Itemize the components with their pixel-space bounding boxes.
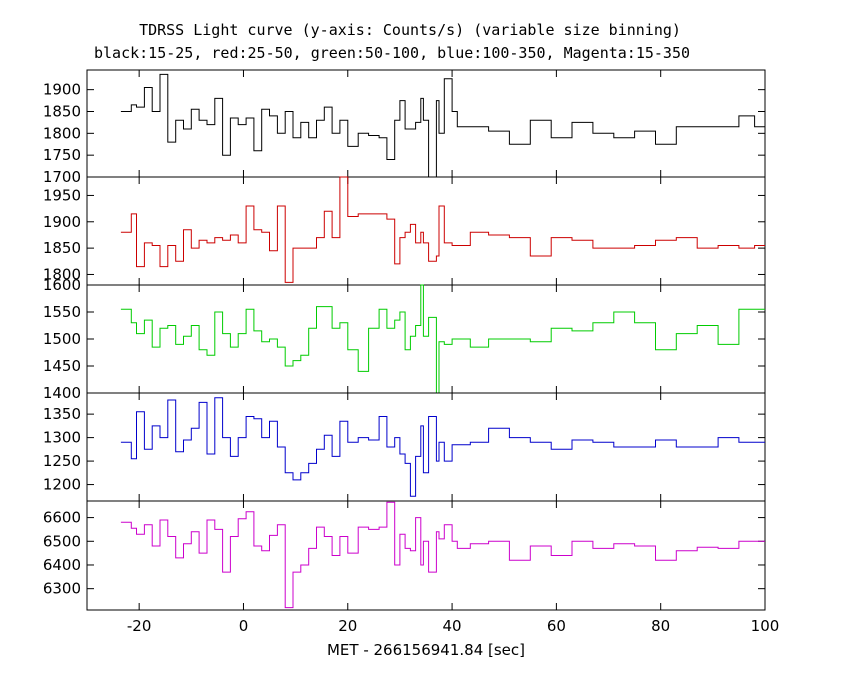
chart-title: TDRSS Light curve (y-axis: Counts/s) (va… — [139, 21, 681, 39]
x-tick-label: 0 — [239, 617, 249, 635]
panel-red: 1800 1850 1900 1950 — [43, 176, 766, 286]
x-tick-label: 20 — [338, 617, 357, 635]
panel-frame-black — [86, 69, 766, 178]
y-tick-label-red: 1950 — [43, 186, 81, 204]
panel-blue: 1200 1250 1300 1350 — [43, 392, 766, 502]
x-axis-label: MET - 266156941.84 [sec] — [327, 641, 525, 659]
y-tick-label-green: 1550 — [43, 303, 81, 321]
y-tick-label-blue: 1200 — [43, 476, 81, 494]
y-tick-label-green: 1600 — [43, 276, 81, 294]
panel-frame-red — [86, 176, 766, 286]
series-line-blue — [120, 397, 765, 497]
chart-subtitle: black:15-25, red:25-50, green:50-100, bl… — [94, 44, 690, 62]
y-tick-label-green: 1500 — [43, 330, 81, 348]
series-line-green — [120, 284, 765, 394]
series-line-black — [120, 73, 765, 178]
y-tick-label-red: 1800 — [43, 265, 81, 283]
y-tick-label-red: 1900 — [43, 213, 81, 231]
y-tick-label-green: 1400 — [43, 384, 81, 402]
chart-panels: 1700 1750 1800 1850 1900 1800 1850 1900 1950 1400… — [43, 69, 780, 635]
y-tick-label-black: 1750 — [43, 146, 81, 164]
series-line-red — [120, 176, 765, 283]
y-tick-label-black: 1850 — [43, 102, 81, 120]
y-tick-label-magenta: 6600 — [43, 509, 81, 527]
x-tick-label: 40 — [443, 617, 462, 635]
y-tick-label-blue: 1300 — [43, 429, 81, 447]
y-tick-label-black: 1800 — [43, 124, 81, 142]
y-tick-label-black: 1900 — [43, 81, 81, 99]
y-tick-label-black: 1700 — [43, 168, 81, 186]
panel-magenta: 6300 6400 6500 6600 — [43, 500, 766, 611]
panel-green: 1400 1450 1500 1550 1600 — [43, 276, 766, 402]
panel-black: 1700 1750 1800 1850 1900 — [43, 69, 766, 186]
y-tick-label-red: 1850 — [43, 239, 81, 257]
y-tick-label-magenta: 6500 — [43, 532, 81, 550]
x-tick-label: 100 — [751, 617, 780, 635]
y-tick-label-magenta: 6400 — [43, 556, 81, 574]
y-tick-label-blue: 1250 — [43, 452, 81, 470]
panel-frame-blue — [86, 392, 766, 502]
series-line-magenta — [120, 501, 765, 609]
y-tick-label-magenta: 6300 — [43, 580, 81, 598]
x-tick-label: 80 — [651, 617, 670, 635]
x-tick-label: -20 — [127, 617, 152, 635]
y-tick-label-blue: 1350 — [43, 405, 81, 423]
y-tick-label-green: 1450 — [43, 357, 81, 375]
x-tick-label: 60 — [547, 617, 566, 635]
panel-frame-magenta — [86, 500, 766, 611]
panel-frame-green — [86, 284, 766, 394]
